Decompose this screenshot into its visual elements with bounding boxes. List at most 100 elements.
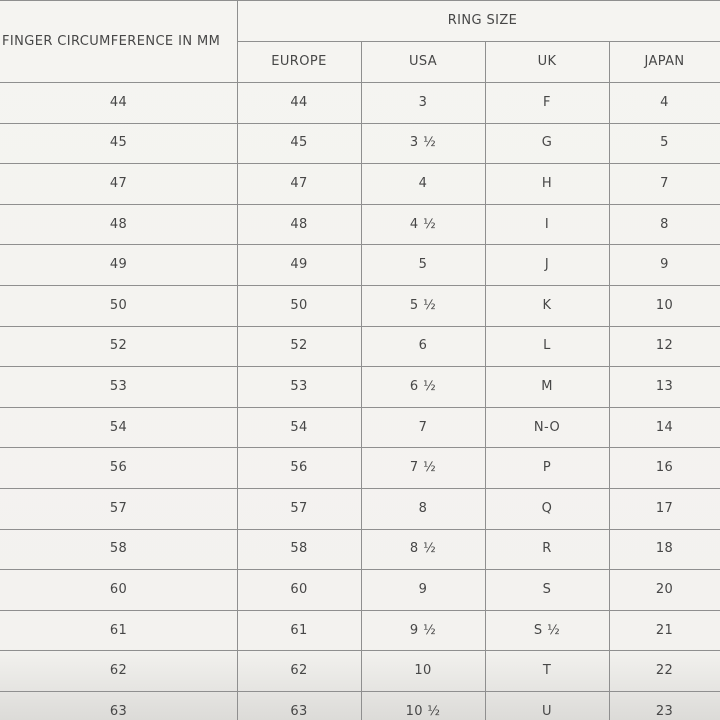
table-cell: 62 xyxy=(109,663,128,679)
rule xyxy=(0,0,720,1)
table-cell: F xyxy=(543,94,551,110)
table-cell: 10 ½ xyxy=(405,703,441,719)
rule xyxy=(0,163,720,165)
table-cell: 58 xyxy=(109,541,128,557)
table-cell: 8 xyxy=(418,500,428,516)
table-cell: 45 xyxy=(290,135,308,151)
table-cell: 57 xyxy=(109,500,128,516)
table-cell: 7 xyxy=(660,175,669,191)
rule xyxy=(0,650,720,652)
rule xyxy=(237,0,238,720)
table-cell: 53 xyxy=(109,378,128,394)
table-cell: 23 xyxy=(655,703,674,719)
group-header: RING SIZE xyxy=(447,13,518,28)
table-cell: 8 xyxy=(660,216,669,232)
table-cell: 49 xyxy=(290,257,308,273)
rule xyxy=(0,609,720,611)
rule xyxy=(361,41,362,720)
table-cell: 18 xyxy=(655,541,674,557)
table-cell: 14 xyxy=(655,419,674,435)
table-cell: 16 xyxy=(655,460,674,476)
table-cell: 48 xyxy=(290,216,308,232)
table-cell: 4 ½ xyxy=(409,216,437,232)
rule xyxy=(0,447,720,449)
rule xyxy=(0,569,720,571)
table-cell: 52 xyxy=(109,338,128,354)
table-cell: 54 xyxy=(109,419,128,435)
rule xyxy=(609,41,610,720)
table-cell: 10 xyxy=(414,663,432,679)
table-cell: 6 xyxy=(418,338,428,354)
rule xyxy=(0,244,720,246)
table-cell: K xyxy=(542,297,552,313)
table-cell: 63 xyxy=(109,703,128,719)
table-cell: Q xyxy=(541,500,553,516)
table-cell: S ½ xyxy=(533,622,561,638)
rule xyxy=(0,325,720,327)
rule xyxy=(0,203,720,205)
table-cell: 52 xyxy=(290,338,308,354)
table-cell: 57 xyxy=(290,500,308,516)
rule xyxy=(0,691,720,692)
rule xyxy=(485,41,486,720)
table-cell: R xyxy=(542,541,552,557)
table-cell: 44 xyxy=(290,94,308,110)
table-cell: 3 ½ xyxy=(409,135,437,151)
table-cell: 61 xyxy=(290,622,308,638)
table-cell: 5 ½ xyxy=(409,297,437,313)
table-cell: 13 xyxy=(655,378,674,394)
table-cell: 20 xyxy=(655,581,674,597)
table-cell: 60 xyxy=(109,581,128,597)
table-cell: I xyxy=(544,216,550,232)
table-cell: 56 xyxy=(290,460,308,476)
table-cell: 4 xyxy=(418,175,428,191)
table-cell: 49 xyxy=(109,257,128,273)
first-header: FINGER CIRCUMFERENCE IN MM xyxy=(2,33,221,49)
rule xyxy=(0,528,720,530)
table-cell: S xyxy=(542,581,552,597)
table-cell: 5 xyxy=(660,135,669,151)
column-header: USA xyxy=(408,54,438,69)
table-cell: N-O xyxy=(533,419,561,435)
table-cell: L xyxy=(543,338,551,354)
table-cell: 4 xyxy=(660,94,669,110)
table-cell: 17 xyxy=(655,500,674,516)
table-cell: 12 xyxy=(655,338,674,354)
table-cell: U xyxy=(542,703,552,719)
rule xyxy=(0,82,720,83)
table-cell: 9 xyxy=(660,257,669,273)
table-cell: 44 xyxy=(109,94,128,110)
table-cell: 56 xyxy=(109,460,128,476)
table-cell: 58 xyxy=(290,541,308,557)
table-cell: 10 xyxy=(655,297,674,313)
table-cell: G xyxy=(541,135,553,151)
table-cell: H xyxy=(541,175,553,191)
table-cell: 47 xyxy=(109,175,128,191)
table-cell: T xyxy=(542,663,552,679)
table-cell: 61 xyxy=(109,622,128,638)
table-cell: 9 ½ xyxy=(409,622,437,638)
table-cell: 3 xyxy=(418,94,428,110)
column-header: UK xyxy=(537,54,557,69)
table-cell: 47 xyxy=(290,175,308,191)
table-cell: 8 ½ xyxy=(409,541,437,557)
table-cell: 62 xyxy=(290,663,308,679)
table-cell: 50 xyxy=(109,297,128,313)
rule xyxy=(0,366,720,368)
table-cell: 21 xyxy=(655,622,674,638)
column-header: JAPAN xyxy=(644,54,685,69)
table-cell: 63 xyxy=(290,703,308,719)
table-cell: 6 ½ xyxy=(409,378,437,394)
table-cell: 7 xyxy=(418,419,428,435)
rule xyxy=(0,488,720,489)
rule xyxy=(0,406,720,408)
table-cell: 54 xyxy=(290,419,308,435)
table-cell: 48 xyxy=(109,216,128,232)
table-cell: 50 xyxy=(290,297,308,313)
table-cell: P xyxy=(542,460,552,476)
rule xyxy=(0,285,720,286)
table-cell: 5 xyxy=(418,257,428,273)
table-cell: 60 xyxy=(290,581,308,597)
